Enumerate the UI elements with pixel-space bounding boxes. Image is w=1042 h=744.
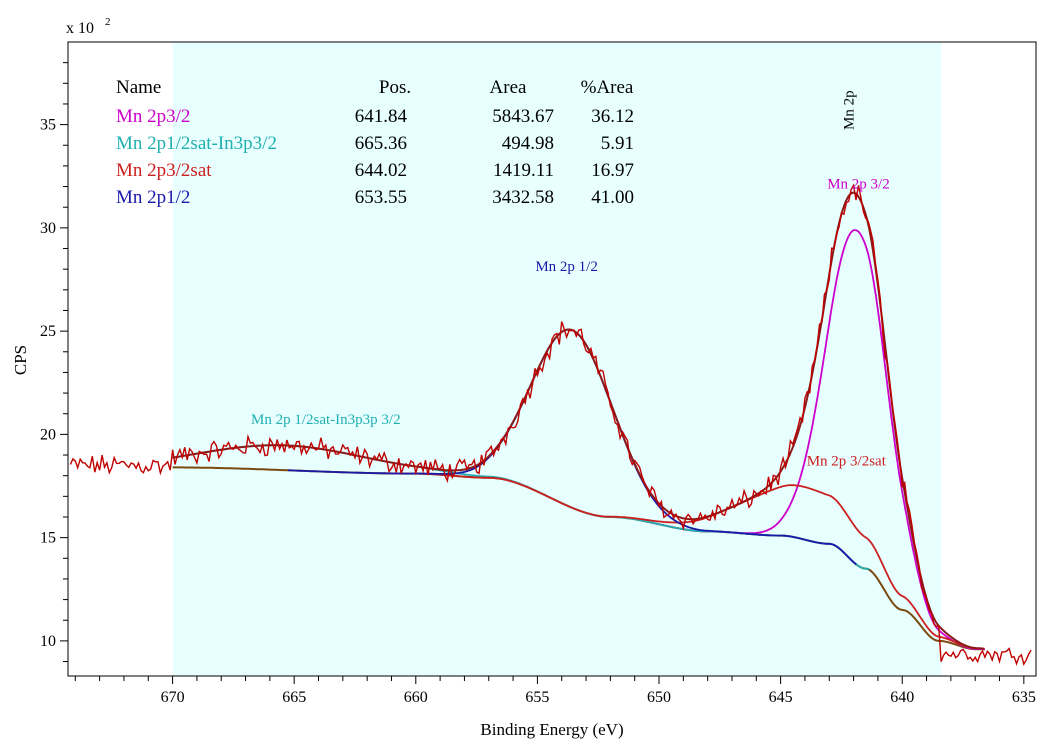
annotation-mn2p: Mn 2p (842, 90, 858, 130)
legend-table: Name Pos. Area %Area Mn 2p3/2 641.84 5843.67 36… (116, 77, 634, 208)
y-axis-label: CPS (11, 345, 30, 375)
legend-row-name: Mn 2p3/2sat (116, 160, 212, 181)
x-tick-label: 655 (525, 689, 549, 706)
plot-frame (67, 41, 1037, 677)
legend-row-pct: 16.97 (591, 160, 634, 181)
fit-region (172, 42, 942, 676)
legend-row-pos: 665.36 (355, 133, 407, 154)
curves-layer (69, 183, 1032, 667)
y-tick-label: 35 (40, 117, 56, 134)
x-tick-label: 670 (161, 689, 185, 706)
legend-row-name: Mn 2p1/2 (116, 187, 190, 208)
legend-row-area: 3432.58 (492, 187, 554, 208)
y-tick-label: 20 (40, 426, 56, 443)
envelope-line (172, 191, 985, 650)
x-tick-label: 650 (647, 689, 671, 706)
axes-layer: 670 665 660 655 650 645 640 635 10 15 20 25 30 35 (40, 62, 1036, 706)
y-tick-label: 15 (40, 530, 56, 547)
raw-spectrum-line (69, 183, 1032, 667)
legend-row-pct: 41.00 (591, 187, 634, 208)
legend-row-area: 1419.11 (493, 160, 554, 181)
legend-row-area: 5843.67 (492, 106, 554, 127)
annotation-mn2p32sat: Mn 2p 3/2sat (807, 453, 887, 469)
y-multiplier-label: x 10 (66, 20, 94, 37)
annotations-layer: Mn 2p Mn 2p 3/2 Mn 2p 1/2 Mn 2p 1/2sat-In3p… (251, 90, 890, 469)
legend-row-pos: 644.02 (355, 160, 407, 181)
legend-row-name: Mn 2p3/2 (116, 106, 190, 127)
x-tick-label: 660 (404, 689, 428, 706)
legend-row-name: Mn 2p1/2sat-In3p3/2 (116, 133, 277, 154)
x-axis-label: Binding Energy (eV) (480, 720, 623, 739)
y-tick-label: 30 (40, 220, 56, 237)
legend-row-pct: 36.12 (591, 106, 634, 127)
y-tick-label: 25 (40, 323, 56, 340)
legend-row-area: 494.98 (502, 133, 554, 154)
x-tick-label: 665 (282, 689, 306, 706)
legend-header-pct: %Area (581, 77, 634, 98)
legend-row-pct: 5.91 (601, 133, 634, 154)
x-tick-label: 645 (769, 689, 793, 706)
legend-header-name: Name (116, 77, 161, 98)
x-tick-label: 640 (890, 689, 914, 706)
annotation-mn2p32: Mn 2p 3/2 (827, 177, 890, 193)
y-multiplier-exponent: 2 (105, 16, 111, 28)
legend-header-area: Area (490, 77, 527, 98)
annotation-sat-in3p: Mn 2p 1/2sat-In3p3p 3/2 (251, 412, 401, 428)
legend-header-pos: Pos. (379, 77, 411, 98)
annotation-mn2p12: Mn 2p 1/2 (535, 259, 598, 275)
legend-row-pos: 641.84 (355, 106, 408, 127)
x-tick-label: 635 (1012, 689, 1036, 706)
y-tick-label: 10 (40, 633, 56, 650)
peak-mn2p32sat (381, 472, 985, 650)
legend-row-pos: 653.55 (355, 187, 407, 208)
